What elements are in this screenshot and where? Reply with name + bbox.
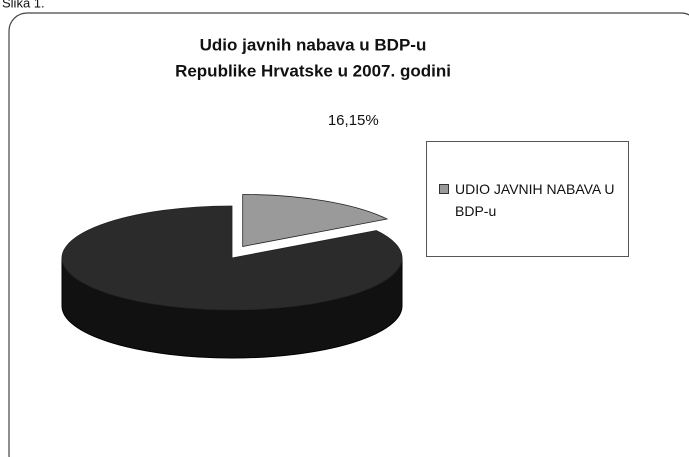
legend: UDIO JAVNIH NABAVA U BDP-u <box>426 141 629 257</box>
pie-slice <box>61 205 403 311</box>
legend-swatch <box>439 184 449 194</box>
legend-item: UDIO JAVNIH NABAVA U BDP-u <box>439 178 635 222</box>
legend-label: UDIO JAVNIH NABAVA U BDP-u <box>455 181 615 219</box>
pie-slice <box>242 194 389 247</box>
chart-frame <box>8 12 689 457</box>
pie <box>61 194 403 359</box>
chart-title: Republike Hrvatske u 2007. godini <box>175 61 451 80</box>
caption: Slika 1. <box>2 0 45 10</box>
data-label: 16,15% <box>328 112 379 129</box>
chart-title: Udio javnih nabava u BDP-u <box>200 35 427 54</box>
